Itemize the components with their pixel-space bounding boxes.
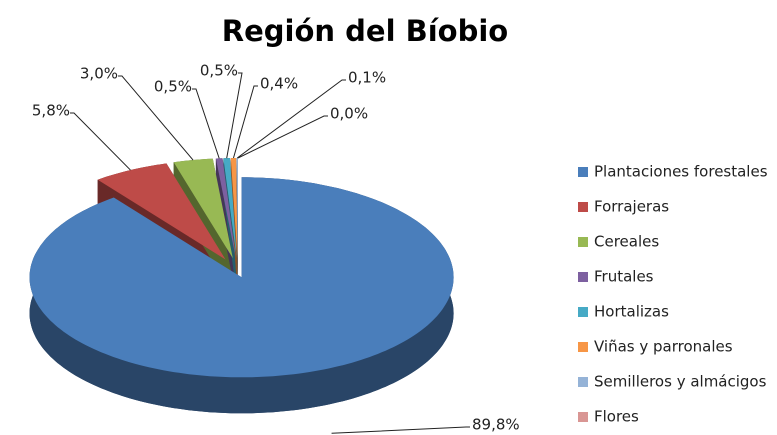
- legend-label: Semilleros y almácigos: [594, 373, 767, 391]
- legend-label: Frutales: [594, 268, 654, 286]
- data-label: 0,4%: [260, 75, 298, 93]
- slice: [236, 158, 238, 258]
- data-label: 89,8%: [472, 416, 520, 434]
- pie-tops: [29, 158, 454, 378]
- slice: [97, 163, 226, 260]
- data-label: 0,1%: [348, 69, 386, 87]
- legend-swatch: [578, 412, 588, 422]
- legend-swatch: [578, 202, 588, 212]
- legend-label: Hortalizas: [594, 303, 669, 321]
- legend-label: Viñas y parronales: [594, 338, 733, 356]
- chart-title: Región del Bíobio: [222, 14, 508, 48]
- slice: [230, 158, 238, 258]
- slice: [29, 177, 454, 378]
- legend-swatch: [578, 377, 588, 387]
- slice: [215, 158, 236, 258]
- data-labels: 89,8% 5,8% 3,0% 0,5% 0,5% 0,4% 0,1% 0,0%: [32, 62, 520, 434]
- leader-line: [118, 75, 194, 161]
- data-label: 0,5%: [154, 78, 192, 96]
- legend-swatch: [578, 342, 588, 352]
- leader-line: [236, 79, 346, 159]
- data-label: 0,5%: [200, 62, 238, 80]
- data-label: 0,0%: [330, 105, 368, 123]
- legend-label: Forrajeras: [594, 198, 669, 216]
- legend-swatch: [578, 307, 588, 317]
- legend-label: Plantaciones forestales: [594, 163, 768, 181]
- legend-label: Cereales: [594, 233, 659, 251]
- leader-line: [70, 112, 131, 171]
- leader-line: [331, 426, 470, 434]
- leader-line: [237, 115, 328, 159]
- legend-swatch: [578, 167, 588, 177]
- legend-swatch: [578, 272, 588, 282]
- legend-swatch: [578, 237, 588, 247]
- data-label: 3,0%: [80, 65, 118, 83]
- legend-label: Flores: [594, 408, 639, 426]
- leader-line: [226, 72, 243, 159]
- leader-line: [192, 88, 220, 159]
- slice: [223, 158, 237, 258]
- slice: [173, 158, 233, 259]
- legend: Plantaciones forestales Forrajeras Cereale…: [578, 163, 768, 426]
- data-label: 5,8%: [32, 102, 70, 120]
- leader-line: [233, 85, 258, 159]
